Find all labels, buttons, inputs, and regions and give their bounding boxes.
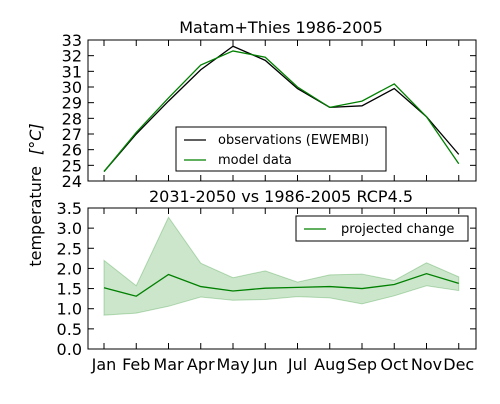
bottom-panel-title: 2031-2050 vs 1986-2005 RCP4.5 bbox=[149, 187, 413, 206]
panel-bottom: 2031-2050 vs 1986-2005 RCP4.5 0.00.51.01… bbox=[57, 187, 476, 374]
panel-top: Matam+Thies 1986-2005 242526272829303132… bbox=[62, 18, 476, 191]
bottom-ytick-label: 3.5 bbox=[57, 199, 82, 218]
xtick-label-oct: Oct bbox=[380, 355, 408, 374]
xtick-label-nov: Nov bbox=[411, 355, 442, 374]
xtick-label-feb: Feb bbox=[122, 355, 150, 374]
xtick-label-jun: Jun bbox=[252, 355, 278, 374]
xtick-label-may: May bbox=[216, 355, 249, 374]
bottom-ytick-label: 0.0 bbox=[57, 340, 82, 359]
bottom-ytick-label: 1.0 bbox=[57, 300, 82, 319]
ylabel-prefix: temperature bbox=[26, 166, 45, 267]
top-legend: observations (EWEMBI) model data bbox=[176, 127, 386, 171]
legend-label-model: model data bbox=[218, 153, 292, 168]
top-ytick-label: 33 bbox=[62, 31, 82, 50]
xtick-label-aug: Aug bbox=[314, 355, 345, 374]
bottom-legend: projected change bbox=[296, 216, 468, 241]
top-panel-title: Matam+Thies 1986-2005 bbox=[179, 18, 383, 37]
xtick-label-jul: Jul bbox=[287, 355, 307, 374]
xtick-label-jan: Jan bbox=[91, 355, 117, 374]
shared-y-axis-label: temperature [°C] bbox=[26, 123, 45, 266]
xtick-label-sep: Sep bbox=[347, 355, 377, 374]
xtick-label-dec: Dec bbox=[443, 355, 474, 374]
ylabel-unit: [°C] bbox=[26, 123, 45, 155]
bottom-ytick-label: 2.5 bbox=[57, 239, 82, 258]
bottom-ytick-label: 0.5 bbox=[57, 320, 82, 339]
bottom-ytick-label: 3.0 bbox=[57, 219, 82, 238]
legend-label-observations: observations (EWEMBI) bbox=[218, 133, 369, 148]
xtick-label-mar: Mar bbox=[153, 355, 184, 374]
xtick-label-apr: Apr bbox=[187, 355, 215, 374]
bottom-ytick-label: 2.0 bbox=[57, 259, 82, 278]
bottom-ytick-label: 1.5 bbox=[57, 280, 82, 299]
legend-label-projected-change: projected change bbox=[341, 222, 454, 237]
